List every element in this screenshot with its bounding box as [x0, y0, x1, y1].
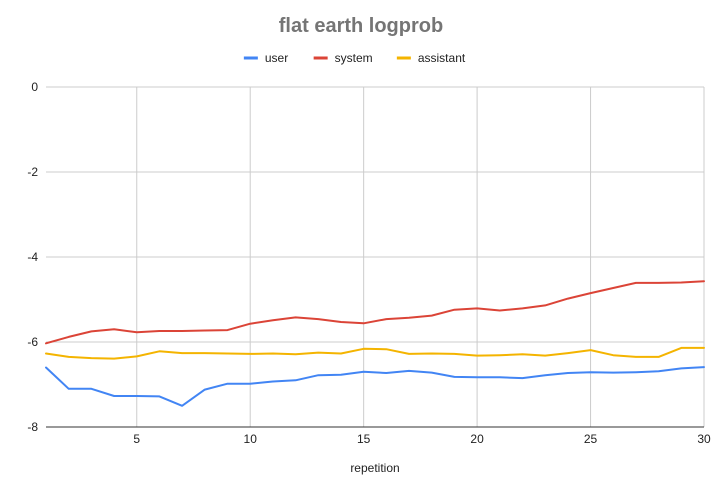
x-tick-label: 30 [697, 432, 711, 446]
y-tick-labels: 0 -2 -4 -6 -8 [27, 80, 38, 434]
y-tick-label: -8 [27, 420, 38, 434]
series-lines [45, 280, 705, 407]
legend-label: system [335, 51, 373, 65]
series-line-system [45, 280, 705, 345]
x-axis-label: repetition [350, 461, 399, 475]
series-line-user [45, 366, 705, 407]
y-tick-label: 0 [31, 80, 38, 94]
y-tick-label: -6 [27, 335, 38, 349]
y-gridlines [46, 86, 704, 428]
x-tick-label: 10 [244, 432, 258, 446]
y-tick-label: -2 [27, 165, 38, 179]
x-tick-label: 5 [133, 432, 140, 446]
legend: user system assistant [243, 51, 466, 65]
x-tick-label: 20 [470, 432, 484, 446]
series-line-assistant [45, 346, 705, 360]
x-tick-label: 25 [584, 432, 598, 446]
legend-label: user [265, 51, 288, 65]
x-tick-labels: 5 10 15 20 25 30 [133, 432, 711, 446]
x-tick-label: 15 [357, 432, 371, 446]
y-tick-label: -4 [27, 250, 38, 264]
legend-label: assistant [418, 51, 466, 65]
legend-item-user: user [243, 51, 288, 65]
legend-item-assistant: assistant [396, 51, 466, 65]
legend-item-system: system [313, 51, 373, 65]
chart-title: flat earth logprob [279, 15, 443, 37]
